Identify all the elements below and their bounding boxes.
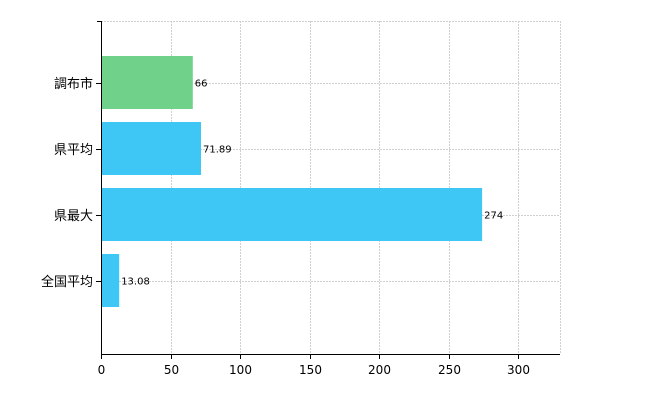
bars bbox=[101, 56, 483, 307]
x-tick-label: 250 bbox=[438, 363, 461, 377]
data-label: 13.08 bbox=[121, 277, 150, 288]
category-label: 全国平均 bbox=[41, 274, 93, 290]
bar bbox=[101, 254, 120, 307]
category-label: 調布市 bbox=[54, 76, 93, 92]
bar bbox=[101, 56, 193, 109]
bar bbox=[101, 188, 483, 241]
data-label: 274 bbox=[484, 211, 503, 222]
x-tick-label: 200 bbox=[368, 363, 391, 377]
x-tick-label: 150 bbox=[299, 363, 322, 377]
category-label: 県最大 bbox=[54, 209, 93, 224]
category-label: 県平均 bbox=[54, 143, 93, 158]
x-tick-label: 0 bbox=[98, 363, 106, 377]
x-tick-label: 300 bbox=[507, 363, 530, 377]
axes bbox=[96, 21, 560, 359]
bar bbox=[101, 122, 201, 175]
data-label: 71.89 bbox=[203, 145, 232, 156]
data-label: 66 bbox=[195, 79, 208, 90]
x-tick-label: 100 bbox=[229, 363, 252, 377]
x-tick-label: 50 bbox=[164, 363, 179, 377]
